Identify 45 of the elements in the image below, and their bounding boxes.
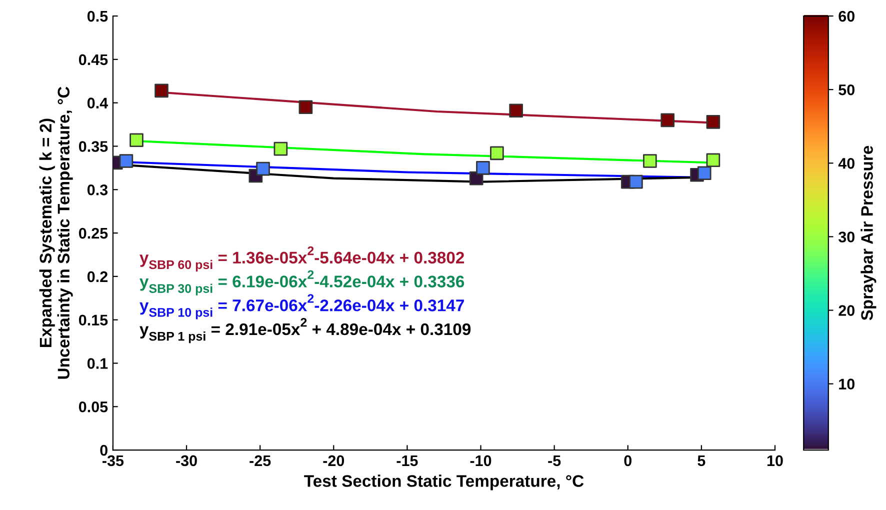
x-tick-label: -20 (323, 455, 344, 466)
x-tick-label: 10 (767, 455, 783, 466)
point (130, 133, 144, 148)
point (154, 84, 168, 98)
point (298, 100, 313, 114)
y-axis-title: Expanded Systematic ( k = 2) Uncertainty in Static Temperature, °C (39, 86, 73, 379)
point (706, 153, 720, 168)
point (706, 115, 720, 129)
y-tick-label: 0 (100, 444, 108, 456)
point (490, 146, 504, 160)
point (274, 142, 288, 156)
point (256, 162, 270, 176)
x-tick-label: -5 (548, 455, 561, 466)
color-bar-title: Spraybar Air Pressure (860, 146, 876, 320)
point (697, 166, 712, 180)
point (629, 174, 643, 189)
x-tick-label: -10 (470, 455, 492, 466)
y-tick-label: 0.25 (78, 228, 108, 239)
x-tick-label: -35 (102, 455, 124, 466)
point (509, 104, 523, 118)
color-bar-label: 50 (838, 84, 854, 96)
point (476, 161, 490, 175)
color-bar-label: 60 (838, 10, 854, 22)
x-tick-label: -30 (176, 455, 197, 466)
y-tick-label: 0.45 (78, 54, 108, 66)
point (643, 154, 657, 168)
x-tick-label: -25 (250, 455, 271, 466)
x-tick-label: 5 (698, 455, 706, 466)
y-tick-label: 0.4 (87, 98, 108, 108)
color-bar-label: 10 (839, 378, 854, 390)
color-bar-label: 20 (838, 305, 854, 316)
point (119, 154, 134, 168)
y-tick-label: 0.3 (87, 184, 108, 196)
color-bar-label: 30 (838, 232, 854, 242)
x-axis-title: Test Section Static Temperature, °C (304, 474, 584, 490)
x-tick-label: -15 (396, 455, 418, 466)
y-tick-label: 0.05 (78, 401, 108, 412)
y-tick-label: 0.2 (87, 271, 108, 282)
y-tick-label: 0.1 (87, 358, 108, 369)
point (660, 113, 674, 128)
y-tick-label: 0.35 (78, 141, 108, 152)
y-tick-label: 0.5 (87, 10, 108, 22)
x-tick-label: 0 (624, 455, 632, 466)
color-bar-label: 40 (838, 158, 854, 169)
y-tick-label: 0.15 (78, 314, 108, 326)
